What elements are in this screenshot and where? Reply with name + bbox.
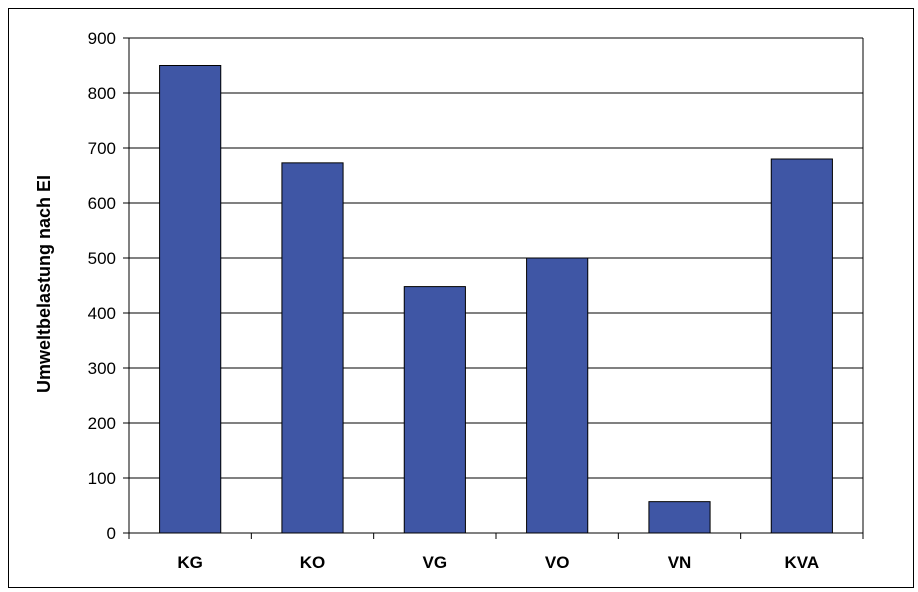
x-tick-label-vg: VG (423, 553, 448, 572)
bars (159, 65, 833, 534)
y-axis-label: Umweltbelastung nach EI (34, 175, 54, 393)
y-tick-label-200: 200 (88, 414, 116, 433)
bar-vg (403, 286, 466, 534)
axes (123, 37, 864, 539)
y-tick-label-500: 500 (88, 249, 116, 268)
bar-ko (281, 162, 344, 534)
y-tick-label-300: 300 (88, 359, 116, 378)
y-tick-label-400: 400 (88, 304, 116, 323)
y-tick-label-700: 700 (88, 139, 116, 158)
bar-vo (526, 257, 589, 534)
x-tick-label-vo: VO (545, 553, 570, 572)
y-tick-label-800: 800 (88, 84, 116, 103)
x-tick-labels: KG KO VG VO VN KVA (177, 553, 819, 572)
bar-vn (648, 501, 711, 534)
x-tick-label-vn: VN (668, 553, 692, 572)
y-tick-label-600: 600 (88, 194, 116, 213)
y-tick-label-900: 900 (88, 29, 116, 48)
bar-kg (159, 65, 222, 534)
y-tick-label-0: 0 (107, 524, 116, 543)
x-tick-label-ko: KO (300, 553, 326, 572)
grid-lines (129, 37, 863, 479)
x-tick-label-kva: KVA (785, 553, 820, 572)
x-tick-label-kg: KG (177, 553, 203, 572)
y-tick-label-100: 100 (88, 469, 116, 488)
y-tick-labels: 0 100 200 300 400 500 600 700 800 900 (88, 29, 116, 543)
bar-kva (770, 158, 833, 534)
